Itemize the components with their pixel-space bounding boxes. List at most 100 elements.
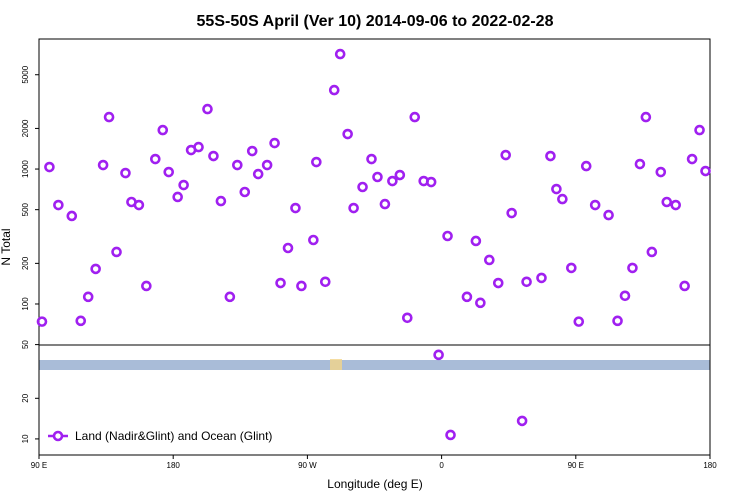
point: [172, 191, 183, 203]
x-tick-label: 90 E: [31, 461, 47, 470]
point: [433, 349, 444, 361]
point: [141, 280, 152, 292]
point: [44, 161, 55, 173]
legend-marker: [52, 430, 64, 442]
point: [500, 149, 512, 161]
point: [627, 262, 638, 274]
x-tick-label: 180: [703, 461, 717, 470]
point: [589, 199, 601, 211]
point: [655, 166, 667, 178]
point: [536, 272, 547, 284]
point: [445, 429, 456, 441]
point: [409, 111, 421, 123]
point: [193, 141, 204, 153]
point: [224, 291, 236, 303]
point: [357, 181, 368, 193]
y-tick-label: 2000: [21, 119, 30, 137]
x-tick-label: 90 E: [568, 461, 584, 470]
map-strip: [39, 360, 710, 370]
point: [670, 199, 682, 211]
point: [521, 276, 532, 288]
point: [700, 165, 711, 177]
x-tick-label: 90 W: [298, 461, 317, 470]
point: [308, 234, 319, 246]
point: [252, 168, 264, 180]
point: [157, 124, 169, 136]
point: [619, 290, 631, 302]
point: [90, 263, 101, 275]
legend-label: Land (Nadir&Glint) and Ocean (Glint): [75, 429, 272, 443]
point: [442, 230, 453, 242]
point: [311, 156, 322, 168]
y-tick-label: 1000: [21, 160, 30, 178]
point: [387, 175, 398, 187]
y-axis-label: N Total: [0, 228, 13, 265]
point: [516, 415, 528, 427]
point: [557, 193, 568, 205]
point: [366, 153, 377, 165]
point: [178, 179, 189, 191]
point: [275, 277, 286, 289]
point: [348, 202, 359, 214]
point: [394, 169, 406, 181]
point: [492, 277, 504, 289]
map-land: [330, 359, 342, 370]
point: [379, 198, 391, 210]
point: [163, 166, 175, 178]
point: [75, 315, 87, 327]
point: [342, 128, 353, 140]
point: [66, 210, 78, 222]
point: [372, 171, 383, 183]
point: [545, 150, 556, 162]
point: [612, 315, 623, 327]
y-tick-label: 20: [21, 393, 30, 402]
point: [686, 153, 698, 165]
point: [290, 202, 301, 214]
point: [36, 316, 48, 327]
point: [282, 242, 294, 254]
point: [150, 153, 161, 165]
point: [470, 235, 482, 247]
point: [484, 254, 495, 266]
point: [120, 167, 131, 179]
y-tick-label: 10: [21, 434, 30, 443]
y-tick-label: 200: [21, 256, 30, 270]
point: [261, 159, 273, 171]
point: [475, 297, 486, 309]
point: [103, 111, 115, 123]
point: [425, 176, 437, 188]
point: [111, 246, 122, 258]
point: [679, 280, 690, 292]
point: [646, 246, 658, 258]
point: [603, 209, 614, 221]
y-tick-label: 100: [21, 297, 30, 311]
point: [215, 195, 227, 207]
y-tick-label: 500: [21, 202, 30, 216]
point: [82, 291, 94, 303]
x-tick-label: 180: [167, 461, 181, 470]
point: [53, 199, 64, 211]
point: [319, 276, 331, 288]
point: [402, 312, 413, 324]
point: [461, 291, 473, 303]
point: [551, 183, 562, 195]
point: [634, 158, 646, 170]
point: [232, 159, 243, 171]
point: [239, 186, 251, 198]
point: [328, 84, 340, 96]
point: [97, 159, 109, 171]
x-axis-label: Longitude (deg E): [327, 477, 422, 491]
point: [580, 160, 592, 172]
y-tick-label: 50: [21, 340, 30, 349]
point: [296, 280, 307, 292]
point: [208, 150, 219, 162]
point: [202, 103, 213, 115]
y-tick-label: 5000: [21, 65, 30, 83]
point: [246, 145, 258, 157]
point: [133, 199, 145, 211]
point: [269, 137, 280, 149]
plot-frame: [38, 38, 711, 456]
chart-title: 55S-50S April (Ver 10) 2014-09-06 to 202…: [197, 13, 554, 30]
point: [661, 196, 673, 208]
